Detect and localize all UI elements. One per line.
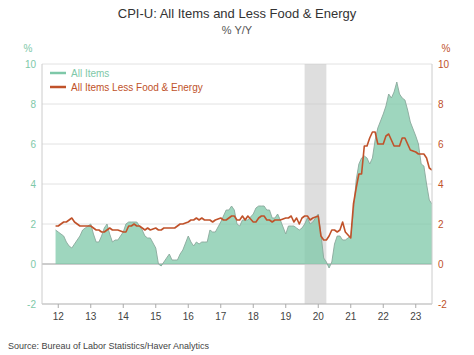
x-tick-label: 23 bbox=[410, 311, 422, 322]
legend-label: All Items bbox=[71, 68, 109, 79]
x-tick bbox=[155, 304, 156, 308]
y2-tick-label: 2 bbox=[438, 219, 444, 230]
title: CPI-U: All Items and Less Food & Energy bbox=[118, 6, 357, 21]
legend: All Items All Items Less Food & Energy bbox=[50, 68, 203, 93]
x-tick-label: 17 bbox=[215, 311, 227, 322]
x-tick bbox=[90, 304, 91, 308]
y-axis-label: % bbox=[24, 43, 33, 54]
y2-tick-label: 8 bbox=[438, 99, 444, 110]
x-axis-line bbox=[42, 304, 432, 305]
chart: CPI-U: All Items and Less Food & Energy%… bbox=[0, 0, 474, 355]
y-tick-label: 8 bbox=[30, 99, 36, 110]
x-tick-label: 19 bbox=[280, 311, 292, 322]
x-tick-label: 16 bbox=[183, 311, 195, 322]
y-axis-line bbox=[42, 64, 43, 304]
y-tick-label: 2 bbox=[30, 219, 36, 230]
y-tick-label: 10 bbox=[25, 59, 37, 70]
line bbox=[56, 82, 432, 268]
y-tick-label: -2 bbox=[27, 299, 36, 310]
legend-swatch bbox=[50, 86, 66, 89]
y2-tick-label: 0 bbox=[438, 259, 444, 270]
x-tick bbox=[285, 304, 286, 308]
grid-line bbox=[42, 144, 432, 145]
plot-area bbox=[56, 64, 432, 304]
y-tick-label: 6 bbox=[30, 139, 36, 150]
x-tick-label: 15 bbox=[150, 311, 162, 322]
x-tick bbox=[123, 304, 124, 308]
y-tick-label: 4 bbox=[30, 179, 36, 190]
y-tick-label: 0 bbox=[30, 259, 36, 270]
x-tick-label: 13 bbox=[85, 311, 97, 322]
x-tick-label: 12 bbox=[53, 311, 65, 322]
y2-axis-label: % bbox=[442, 43, 451, 54]
subtitle: % Y/Y bbox=[222, 24, 253, 36]
x-tick bbox=[188, 304, 189, 308]
legend-swatch bbox=[50, 72, 66, 75]
source: Source: Bureau of Labor Statistics/Haver… bbox=[8, 341, 210, 351]
y2-tick-label: 4 bbox=[438, 179, 444, 190]
x-tick-label: 21 bbox=[345, 311, 357, 322]
x-tick bbox=[253, 304, 254, 308]
grid-line bbox=[42, 304, 432, 305]
line bbox=[56, 132, 432, 240]
x-tick bbox=[415, 304, 416, 308]
x-tick bbox=[350, 304, 351, 308]
x-tick bbox=[220, 304, 221, 308]
y2-tick-label: 6 bbox=[438, 139, 444, 150]
y2-axis-line bbox=[432, 64, 433, 304]
x-tick-label: 20 bbox=[313, 311, 325, 322]
legend-label: All Items Less Food & Energy bbox=[71, 82, 203, 93]
grid-line bbox=[42, 104, 432, 105]
shaded-band bbox=[305, 64, 327, 304]
y2-tick-label: -2 bbox=[438, 299, 447, 310]
grid bbox=[42, 64, 432, 304]
x-tick-label: 18 bbox=[248, 311, 260, 322]
x-tick bbox=[58, 304, 59, 308]
x-tick bbox=[318, 304, 319, 308]
y2-tick-label: 10 bbox=[438, 59, 450, 70]
grid-line bbox=[42, 64, 432, 65]
x-tick bbox=[383, 304, 384, 308]
x-tick-label: 22 bbox=[378, 311, 390, 322]
area bbox=[56, 82, 432, 268]
x-tick-label: 14 bbox=[118, 311, 130, 322]
